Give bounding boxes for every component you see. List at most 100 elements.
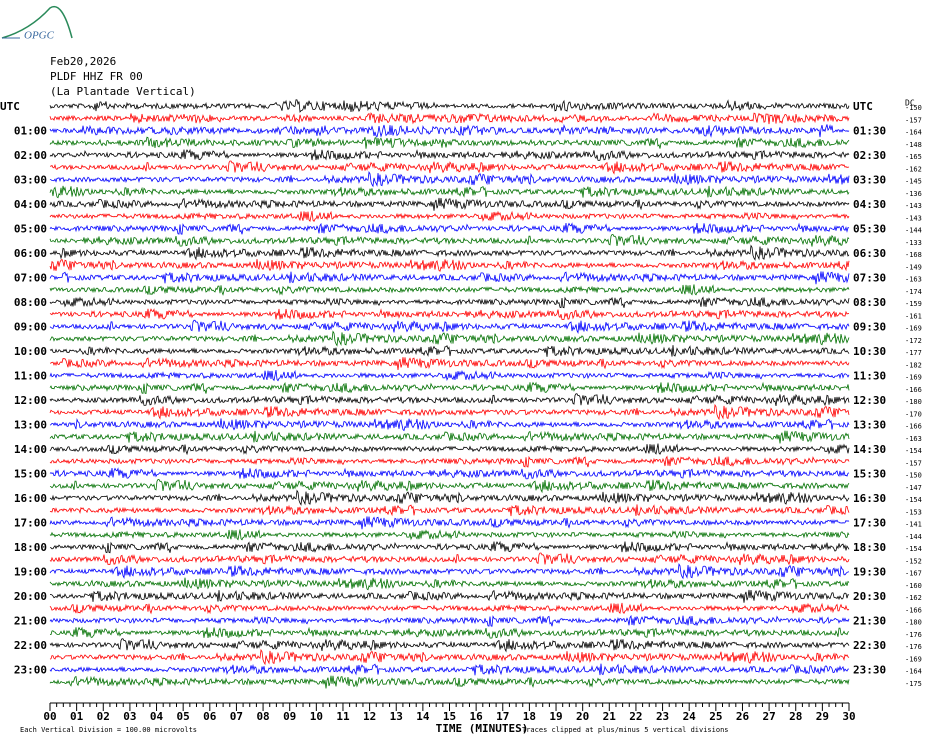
station: PLDF HHZ FR 00 <box>50 70 143 83</box>
trace <box>49 602 850 615</box>
right-time-label: 05:30 <box>853 223 886 236</box>
row-value: -166 <box>905 423 922 431</box>
x-tick-label: 04 <box>150 710 164 723</box>
right-time-label: 20:30 <box>853 590 886 603</box>
row-value: -163 <box>905 435 922 443</box>
left-time-label: 19:00 <box>14 566 47 579</box>
right-time-label: 16:30 <box>853 492 886 505</box>
row-value: -162 <box>905 594 922 602</box>
logo-arc <box>1 5 73 39</box>
scale-note: Each Vertical Division = 100.00 microvol… <box>20 726 197 734</box>
row-value: -143 <box>905 202 922 210</box>
left-time-label: 16:00 <box>14 492 47 505</box>
trace <box>49 529 850 541</box>
trace <box>49 136 850 149</box>
trace <box>49 589 850 603</box>
x-tick-label: 11 <box>336 710 350 723</box>
x-tick-label: 05 <box>177 710 190 723</box>
trace <box>49 663 850 676</box>
trace <box>49 648 850 666</box>
trace <box>49 504 850 517</box>
trace <box>49 614 850 627</box>
trace <box>49 563 850 580</box>
x-tick-label: 15 <box>443 710 456 723</box>
left-time-label: 06:00 <box>14 247 47 260</box>
x-tick-label: 21 <box>603 710 617 723</box>
row-value: -172 <box>905 337 922 345</box>
left-time-label: 23:00 <box>14 664 47 677</box>
right-time-label: 11:30 <box>853 370 886 383</box>
row-value: -165 <box>905 153 922 161</box>
left-time-label: UTC <box>0 100 20 113</box>
x-tick-label: 30 <box>842 710 855 723</box>
trace <box>49 381 850 395</box>
x-tick-label: 10 <box>310 710 323 723</box>
trace <box>49 296 850 309</box>
trace <box>49 430 850 444</box>
row-value: -177 <box>905 349 922 357</box>
row-value: -141 <box>905 521 922 529</box>
right-time-label: 04:30 <box>853 198 886 211</box>
row-value: -169 <box>905 325 922 333</box>
left-time-label: 18:00 <box>14 541 47 554</box>
row-value: -154 <box>905 447 922 455</box>
trace <box>49 417 850 432</box>
left-time-label: 15:00 <box>14 468 47 481</box>
left-time-label: 04:00 <box>14 198 47 211</box>
right-time-label: 07:30 <box>853 272 886 285</box>
row-value: -133 <box>905 239 922 247</box>
right-time-label: 17:30 <box>853 517 886 530</box>
left-time-label: 12:00 <box>14 394 47 407</box>
right-time-label: 01:30 <box>853 125 886 138</box>
row-value: -143 <box>905 214 922 222</box>
row-value: -160 <box>905 582 922 590</box>
left-time-label: 01:00 <box>14 125 47 138</box>
trace <box>49 455 850 468</box>
trace <box>49 369 850 382</box>
row-value: -162 <box>905 165 922 173</box>
right-time-label: 03:30 <box>853 174 886 187</box>
trace <box>49 171 850 188</box>
left-time-label: 05:00 <box>14 223 47 236</box>
row-value: -174 <box>905 288 922 296</box>
row-value: -175 <box>905 680 922 688</box>
trace <box>49 577 850 591</box>
x-tick-label: 23 <box>656 710 669 723</box>
trace <box>49 160 850 175</box>
row-value: -152 <box>905 557 922 565</box>
right-time-label: 21:30 <box>853 615 886 628</box>
trace <box>49 393 850 407</box>
trace <box>49 222 850 235</box>
trace <box>49 99 850 113</box>
x-axis-title: TIME (MINUTES) <box>436 722 529 735</box>
trace <box>49 489 850 506</box>
row-value: -159 <box>905 300 922 308</box>
row-value: -166 <box>905 386 922 394</box>
right-time-label: 09:30 <box>853 321 886 334</box>
trace <box>49 234 850 247</box>
left-time-label: 11:00 <box>14 370 47 383</box>
trace <box>49 210 850 223</box>
x-tick-label: 06 <box>203 710 217 723</box>
trace <box>49 675 850 689</box>
x-tick-label: 20 <box>576 710 589 723</box>
right-time-label: 06:30 <box>853 247 886 260</box>
x-tick-label: 27 <box>762 710 775 723</box>
left-time-label: 08:00 <box>14 296 47 309</box>
dc-label: DC <box>905 99 915 108</box>
trace <box>49 185 850 199</box>
row-value: -157 <box>905 459 922 467</box>
x-tick-label: 01 <box>70 710 84 723</box>
trace <box>49 357 850 371</box>
x-tick-label: 02 <box>97 710 110 723</box>
row-value: -157 <box>905 116 922 124</box>
row-value: -166 <box>905 606 922 614</box>
x-tick-label: 26 <box>736 710 750 723</box>
left-time-label: 02:00 <box>14 149 47 162</box>
x-tick-label: 24 <box>683 710 697 723</box>
x-tick-label: 28 <box>789 710 802 723</box>
x-tick-label: 13 <box>390 710 403 723</box>
x-tick-label: 09 <box>283 710 296 723</box>
left-time-label: 07:00 <box>14 272 47 285</box>
trace <box>49 271 850 285</box>
